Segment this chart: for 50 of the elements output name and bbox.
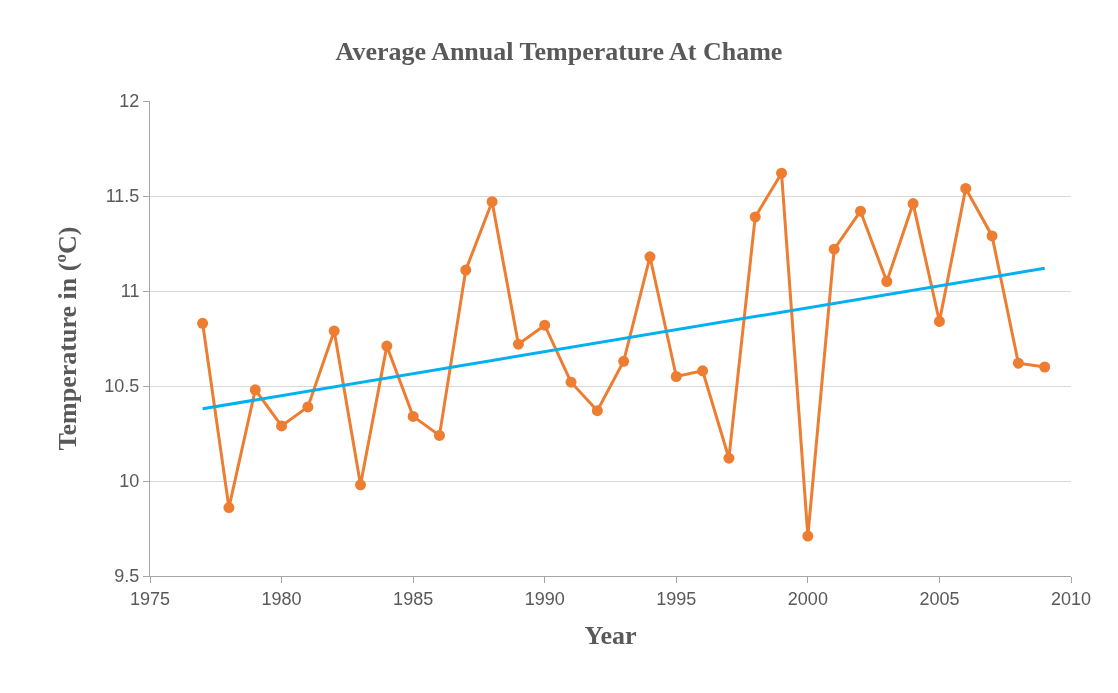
point <box>854 205 866 217</box>
point <box>802 530 814 542</box>
x-tick-label: 2000 <box>787 588 828 609</box>
point <box>618 355 630 367</box>
point <box>670 371 682 382</box>
point <box>328 325 340 337</box>
point <box>381 340 393 352</box>
x-tick-label: 1985 <box>393 588 434 609</box>
point <box>197 317 209 329</box>
x-tick-label: 1980 <box>261 588 302 609</box>
point <box>591 405 603 417</box>
point <box>1039 361 1051 373</box>
point <box>776 167 788 179</box>
y-tick-label: 10 <box>119 471 140 492</box>
chart-title: Average Annual Temperature At Chame <box>335 36 783 66</box>
y-tick-label: 10.5 <box>104 376 140 397</box>
x-tick-label: 1975 <box>129 588 171 609</box>
point <box>355 479 367 491</box>
point <box>1012 357 1024 369</box>
point <box>828 243 840 255</box>
point <box>881 276 893 287</box>
x-axis-title: Year <box>584 621 637 651</box>
point <box>249 384 261 396</box>
point <box>960 182 972 194</box>
point <box>302 401 314 413</box>
point <box>565 376 577 388</box>
point <box>276 420 288 432</box>
x-tick-label: 1990 <box>524 588 565 609</box>
x-tick-label: 2005 <box>919 588 960 609</box>
point <box>433 429 445 441</box>
point <box>697 365 709 377</box>
point <box>986 230 998 242</box>
point <box>407 410 419 422</box>
y-tick-label: 11 <box>120 281 140 302</box>
x-tick-label: 1995 <box>656 588 697 609</box>
x-tick-label: 2010 <box>1050 588 1092 609</box>
point <box>907 198 919 210</box>
point <box>723 452 735 464</box>
point <box>512 338 524 350</box>
y-tick-label: 12 <box>119 91 140 112</box>
point <box>223 502 235 514</box>
point <box>644 251 656 263</box>
y-tick-label: 11.5 <box>105 186 140 207</box>
y-tick-label: 9.5 <box>114 566 140 587</box>
point <box>749 211 761 223</box>
point <box>933 315 945 327</box>
point <box>486 196 498 208</box>
point <box>539 319 551 331</box>
y-axis-title: Temperature in (ºC) <box>52 226 82 451</box>
point <box>460 264 472 276</box>
